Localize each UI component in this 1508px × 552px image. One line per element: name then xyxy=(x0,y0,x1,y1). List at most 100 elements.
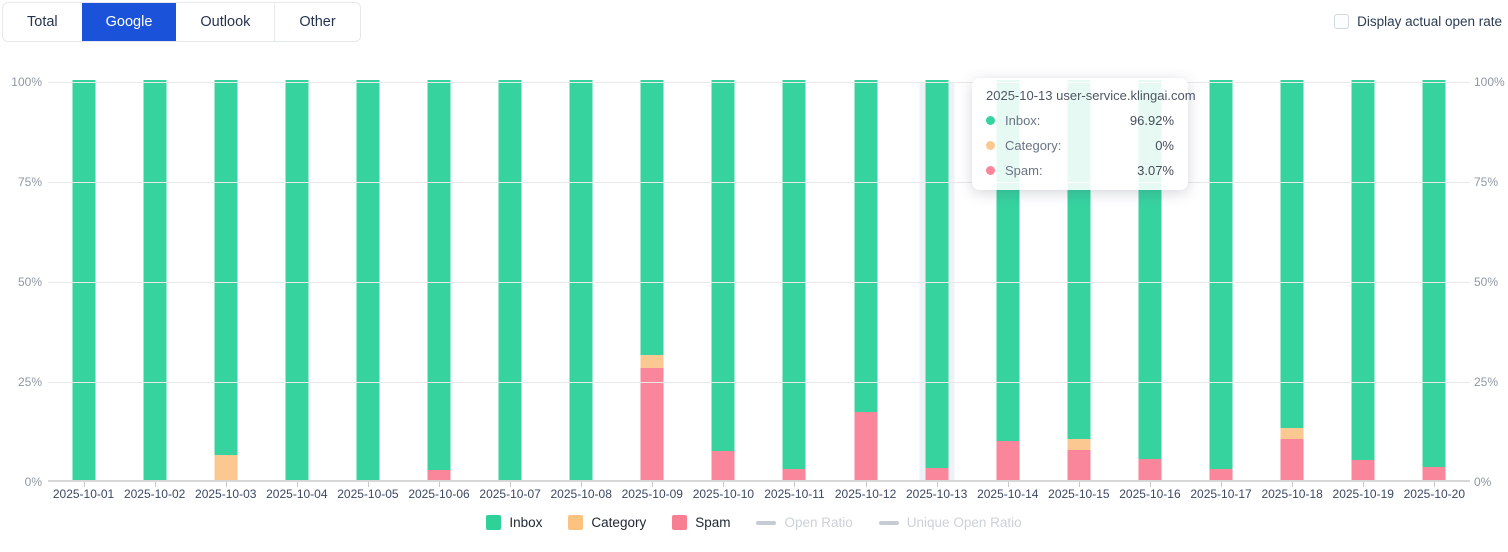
bar-segment-inbox[interactable] xyxy=(356,80,380,480)
bar-column-2025-10-05[interactable] xyxy=(332,80,403,487)
legend-item-inbox[interactable]: Inbox xyxy=(486,515,542,530)
stacked-bar[interactable] xyxy=(72,80,96,480)
tooltip-rows: Inbox: 96.92% Category: 0% Spam: 3.07% xyxy=(986,113,1174,178)
bar-segment-spam[interactable] xyxy=(640,368,664,480)
gridline xyxy=(48,182,1470,183)
bar-segment-inbox[interactable] xyxy=(498,80,522,480)
bar-segment-category[interactable] xyxy=(1067,438,1091,450)
bar-column-2025-10-06[interactable] xyxy=(403,80,474,487)
bar-segment-inbox[interactable] xyxy=(1280,80,1304,428)
stacked-bar[interactable] xyxy=(1280,80,1304,480)
stacked-bar[interactable] xyxy=(640,80,664,480)
bar-segment-inbox[interactable] xyxy=(1351,80,1375,460)
x-axis-label: 2025-10-07 xyxy=(479,487,541,501)
bar-segment-inbox[interactable] xyxy=(72,80,96,480)
bar-column-2025-10-09[interactable] xyxy=(617,80,688,487)
x-axis-tick xyxy=(1221,482,1223,487)
x-axis-tick xyxy=(865,482,867,487)
bar-segment-inbox[interactable] xyxy=(569,80,593,480)
bar-column-2025-10-19[interactable] xyxy=(1328,80,1399,487)
bar-column-2025-10-11[interactable] xyxy=(759,80,830,487)
bar-column-2025-10-07[interactable] xyxy=(475,80,546,487)
stacked-bar[interactable] xyxy=(925,80,949,480)
x-axis-tick xyxy=(296,482,298,487)
bar-column-2025-10-08[interactable] xyxy=(546,80,617,487)
bar-segment-category[interactable] xyxy=(1280,427,1304,439)
stacked-bar[interactable] xyxy=(285,80,309,480)
bar-segment-category[interactable] xyxy=(640,354,664,368)
bar-segment-spam[interactable] xyxy=(1138,458,1162,480)
bar-segment-spam[interactable] xyxy=(711,451,735,480)
bar-segment-inbox[interactable] xyxy=(782,80,806,469)
tab-other[interactable]: Other xyxy=(274,3,360,41)
chart-legend: Inbox Category Spam Open Ratio Unique Open R… xyxy=(0,515,1508,530)
x-axis-label: 2025-10-05 xyxy=(337,487,399,501)
bar-segment-inbox[interactable] xyxy=(1209,80,1233,470)
y-axis-tick-label-right: 75% xyxy=(1474,175,1499,189)
bar-segment-inbox[interactable] xyxy=(925,80,949,468)
x-axis-label: 2025-10-06 xyxy=(408,487,470,501)
stacked-bar[interactable] xyxy=(854,80,878,480)
stacked-bar[interactable] xyxy=(1422,80,1446,480)
stacked-bar[interactable] xyxy=(1209,80,1233,480)
bar-segment-spam[interactable] xyxy=(1280,438,1304,480)
legend-item-open-ratio[interactable]: Open Ratio xyxy=(756,515,853,530)
bar-column-2025-10-03[interactable] xyxy=(190,80,261,487)
x-axis-label: 2025-10-08 xyxy=(550,487,612,501)
tooltip-row: Category: 0% xyxy=(986,138,1174,153)
bar-segment-inbox[interactable] xyxy=(854,80,878,412)
tab-outlook[interactable]: Outlook xyxy=(176,3,275,41)
tab-total[interactable]: Total xyxy=(3,3,82,41)
stacked-bar[interactable] xyxy=(498,80,522,480)
bar-segment-inbox[interactable] xyxy=(285,80,309,480)
bar-column-2025-10-10[interactable] xyxy=(688,80,759,487)
bar-column-2025-10-01[interactable] xyxy=(48,80,119,487)
bar-segment-inbox[interactable] xyxy=(640,80,664,355)
y-axis-tick-label-right: 0% xyxy=(1474,475,1492,489)
bar-segment-category[interactable] xyxy=(214,455,238,480)
y-axis-tick-label-left: 50% xyxy=(17,275,42,289)
stacked-bar[interactable] xyxy=(711,80,735,480)
tooltip-row: Inbox: 96.92% xyxy=(986,113,1174,128)
stacked-bar[interactable] xyxy=(782,80,806,480)
bar-segment-inbox[interactable] xyxy=(143,80,167,480)
legend-label: Open Ratio xyxy=(784,515,853,530)
bar-segment-spam[interactable] xyxy=(996,441,1020,480)
legend-item-spam[interactable]: Spam xyxy=(672,515,730,530)
legend-item-category[interactable]: Category xyxy=(568,515,646,530)
bar-segment-spam[interactable] xyxy=(782,468,806,480)
bar-segment-inbox[interactable] xyxy=(711,80,735,452)
bar-segment-spam[interactable] xyxy=(427,469,451,480)
stacked-bar[interactable] xyxy=(1351,80,1375,480)
checkbox-label: Display actual open rate xyxy=(1357,14,1502,29)
bar-column-2025-10-20[interactable] xyxy=(1399,80,1470,487)
bar-column-2025-10-04[interactable] xyxy=(261,80,332,487)
display-actual-open-rate-toggle[interactable]: Display actual open rate xyxy=(1334,14,1502,29)
bar-segment-spam[interactable] xyxy=(1351,460,1375,480)
bar-segment-spam[interactable] xyxy=(854,411,878,480)
bar-segment-spam[interactable] xyxy=(1422,466,1446,480)
bar-segment-spam[interactable] xyxy=(1067,449,1091,480)
tab-google[interactable]: Google xyxy=(81,3,177,41)
bar-column-2025-10-18[interactable] xyxy=(1257,80,1328,487)
bar-segment-inbox[interactable] xyxy=(1422,80,1446,467)
bar-column-2025-10-02[interactable] xyxy=(119,80,190,487)
stacked-bar[interactable] xyxy=(214,80,238,480)
stacked-bar[interactable] xyxy=(569,80,593,480)
legend-item-unique-open-ratio[interactable]: Unique Open Ratio xyxy=(878,515,1022,530)
stacked-bar[interactable] xyxy=(427,80,451,480)
bar-column-2025-10-12[interactable] xyxy=(830,80,901,487)
tooltip-series-value: 0% xyxy=(1155,138,1174,153)
bar-segment-inbox[interactable] xyxy=(427,80,451,470)
bar-column-2025-10-13[interactable] xyxy=(901,80,972,487)
x-axis-label: 2025-10-02 xyxy=(123,487,186,501)
checkbox-icon[interactable] xyxy=(1334,14,1350,29)
stacked-bar[interactable] xyxy=(356,80,380,480)
x-axis-tick xyxy=(367,482,369,487)
bar-column-2025-10-17[interactable] xyxy=(1186,80,1257,487)
bar-segment-spam[interactable] xyxy=(925,467,949,480)
bar-segment-spam[interactable] xyxy=(1209,469,1233,480)
y-axis-tick-label-right: 50% xyxy=(1474,275,1499,289)
bar-segment-inbox[interactable] xyxy=(214,80,238,456)
stacked-bar[interactable] xyxy=(143,80,167,480)
